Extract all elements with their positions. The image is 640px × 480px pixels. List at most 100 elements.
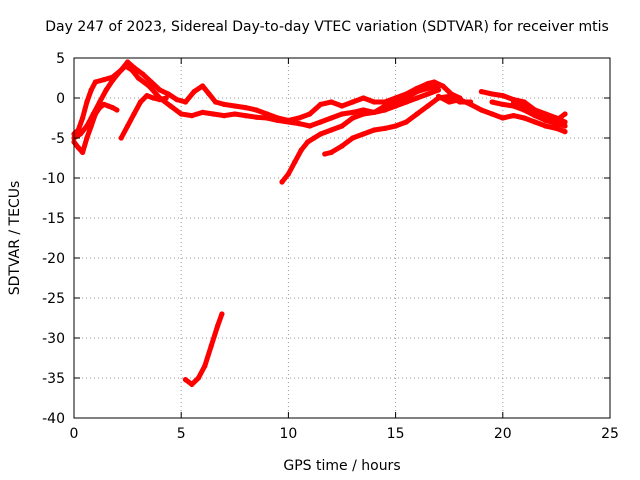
data-point — [532, 111, 538, 117]
data-point — [562, 129, 568, 135]
data-point — [478, 89, 484, 95]
data-point — [292, 159, 298, 165]
y-tick-label: -35 — [42, 371, 65, 387]
data-point — [137, 99, 144, 105]
y-tick-label: -25 — [42, 291, 65, 307]
data-point — [103, 87, 109, 93]
data-point — [135, 75, 141, 81]
data-point — [105, 103, 111, 109]
data-point — [125, 123, 131, 129]
data-point — [500, 93, 506, 99]
data-point — [264, 111, 270, 117]
data-point — [562, 123, 568, 129]
data-point — [543, 115, 549, 121]
data-point — [208, 343, 214, 349]
data-point — [328, 115, 334, 121]
data-point — [328, 99, 334, 105]
y-tick-label: 0 — [56, 91, 65, 107]
data-point — [221, 101, 227, 107]
data-point — [350, 109, 356, 115]
data-series — [71, 59, 568, 387]
data-point — [150, 95, 156, 101]
data-point — [125, 59, 131, 65]
data-point — [131, 111, 137, 117]
series-track-g — [435, 93, 568, 135]
data-point — [202, 363, 208, 369]
data-point — [371, 127, 377, 133]
grid-lines — [74, 58, 610, 418]
data-point — [167, 103, 174, 109]
data-point — [191, 89, 197, 95]
data-point — [157, 87, 163, 93]
data-point — [382, 125, 388, 131]
series-track-e — [279, 87, 442, 185]
data-point — [264, 115, 270, 121]
data-point — [298, 147, 304, 153]
data-point — [157, 97, 163, 103]
data-point — [446, 93, 452, 99]
data-point — [318, 101, 324, 107]
data-point — [425, 85, 431, 91]
data-point — [296, 121, 302, 127]
data-point — [521, 103, 527, 109]
data-point — [146, 83, 152, 89]
data-point — [339, 143, 345, 149]
y-tick-label: -30 — [42, 331, 65, 347]
data-point — [318, 119, 324, 125]
data-point — [242, 105, 249, 111]
plot-frame — [73, 57, 611, 419]
data-point — [311, 135, 317, 141]
x-tick-label: 25 — [601, 426, 619, 442]
data-point — [200, 109, 206, 115]
data-point — [489, 99, 495, 105]
data-point — [371, 99, 377, 105]
data-point — [163, 95, 169, 101]
data-point — [206, 91, 212, 97]
data-point — [307, 123, 313, 129]
data-point — [403, 99, 409, 105]
data-point — [322, 151, 328, 157]
x-axis-label: GPS time / hours — [283, 458, 400, 474]
x-tick-label: 15 — [387, 426, 405, 442]
data-point — [500, 115, 506, 121]
data-point — [468, 101, 474, 107]
data-point — [446, 99, 452, 105]
data-point — [435, 87, 442, 93]
data-point — [521, 115, 527, 121]
x-tick-label: 5 — [177, 426, 186, 442]
y-tick-label: -10 — [42, 171, 65, 187]
data-point — [84, 99, 90, 105]
data-point — [97, 105, 103, 111]
data-point — [182, 377, 189, 383]
data-point — [328, 127, 334, 133]
data-point — [221, 113, 227, 119]
data-point — [88, 123, 94, 129]
data-point — [425, 91, 431, 97]
data-point — [101, 77, 107, 83]
data-point — [350, 135, 356, 141]
data-point — [189, 381, 195, 387]
x-tick-label: 20 — [494, 426, 512, 442]
data-point — [435, 83, 442, 89]
data-point — [553, 125, 560, 131]
data-point — [80, 149, 86, 155]
series-track-j — [510, 99, 568, 123]
data-point — [435, 93, 442, 99]
data-point — [532, 119, 538, 125]
y-axis-label: SDTVAR / TECUs — [7, 181, 23, 296]
data-point — [285, 119, 291, 125]
data-point — [360, 111, 366, 117]
data-point — [350, 99, 356, 105]
data-point — [393, 123, 399, 129]
data-point — [489, 91, 495, 97]
data-point — [457, 97, 463, 103]
data-point — [232, 111, 238, 117]
data-point — [182, 99, 189, 105]
data-point — [339, 123, 345, 129]
data-point — [178, 111, 184, 117]
data-point — [440, 83, 446, 89]
y-tick-label: -20 — [42, 251, 65, 267]
data-point — [232, 103, 238, 109]
data-point — [543, 123, 549, 129]
